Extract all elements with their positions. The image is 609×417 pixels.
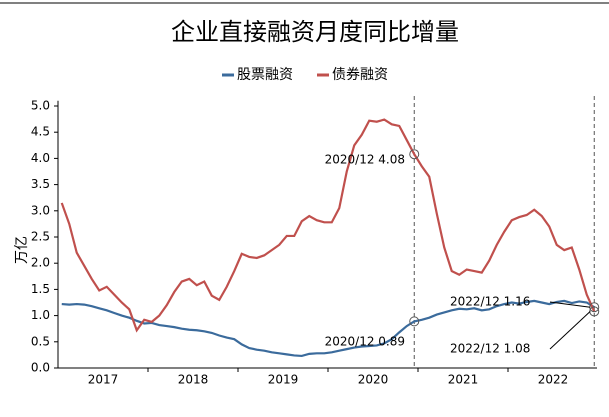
y-tick-label: 4.5 [31,125,50,139]
chart-title: 企业直接融资月度同比增量 [171,18,459,46]
y-tick-label: 3.5 [31,177,50,191]
annotation-marker [409,149,420,160]
series-line [61,299,595,358]
annotation: 2020/12 0.89 [325,335,405,349]
annotation: 2020/12 4.08 [325,153,405,167]
annotation: 2022/12 1.08 [450,342,530,356]
legend-label: 债券融资 [332,67,388,83]
y-tick-label: 1.0 [31,308,50,322]
y-tick-label: 5.0 [31,99,50,113]
y-tick-label: 3.0 [31,203,50,217]
x-tick-label: 2021 [448,373,479,387]
y-tick-label: 2.0 [31,256,50,270]
x-tick-label: 2019 [268,373,299,387]
annotation-marker [409,316,420,327]
x-tick-label: 2020 [358,373,389,387]
x-tick-label: 2017 [88,373,119,387]
y-tick-label: 1.5 [31,282,50,296]
y-tick-label: 0.0 [31,361,50,375]
annotation-arrow [549,311,591,350]
series-line [60,118,596,333]
y-tick-label: 4.0 [31,151,50,165]
legend-label: 股票融资 [237,67,293,83]
annotation: 2022/12 1.16 [450,295,530,309]
y-tick-label: 0.5 [31,334,50,348]
y-tick-label: 2.5 [31,230,50,244]
x-tick-label: 2018 [178,373,209,387]
y-axis-label: 万亿 [14,236,30,264]
x-tick-label: 2022 [538,373,569,387]
annotation-arrow [549,301,591,308]
